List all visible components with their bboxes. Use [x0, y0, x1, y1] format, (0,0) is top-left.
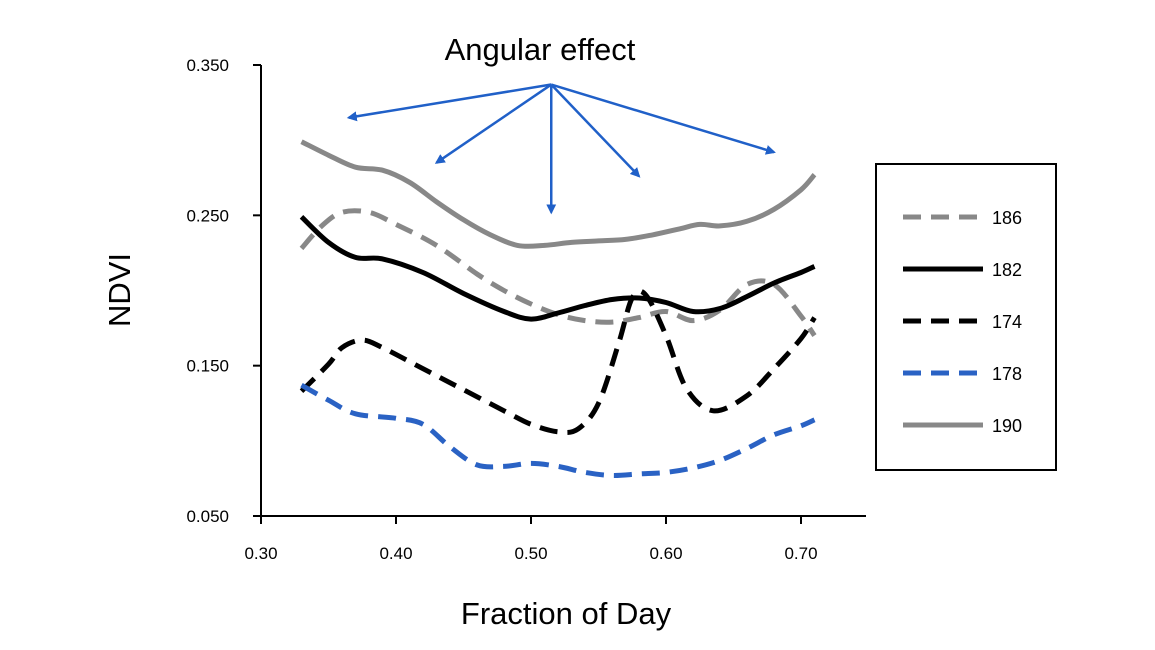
y-tick-label: 0.150 [186, 357, 229, 376]
x-tick-label: 0.40 [379, 544, 412, 563]
legend-label-178: 178 [992, 364, 1022, 384]
x-tick-label: 0.30 [244, 544, 277, 563]
annotation-label: Angular effect [445, 32, 636, 67]
series-line-186 [299, 208, 817, 338]
series-line-182 [299, 214, 816, 322]
x-ticks: 0.30 0.40 0.50 0.60 0.70 [244, 516, 818, 563]
legend-label-174: 174 [992, 312, 1022, 332]
annotation-arrow [434, 83, 552, 164]
y-tick-label: 0.050 [186, 507, 229, 526]
y-tick-label: 0.250 [186, 206, 229, 225]
series-layer [299, 139, 817, 478]
series-line-178 [300, 383, 816, 478]
annotation-arrow [346, 83, 552, 122]
x-tick-label: 0.50 [514, 544, 547, 563]
legend: 186 182 174 178 190 [875, 163, 1057, 471]
series-line-190 [300, 139, 817, 249]
x-axis-title: Fraction of Day [461, 596, 672, 631]
legend-label-186: 186 [992, 208, 1022, 228]
x-tick-label: 0.70 [784, 544, 817, 563]
angular-effect-annotation: Angular effect [346, 32, 776, 215]
x-tick-label: 0.60 [649, 544, 682, 563]
y-axis-title: NDVI [102, 253, 137, 327]
y-tick-label: 0.350 [186, 56, 229, 75]
annotation-arrow [550, 83, 641, 178]
y-ticks: 0.050 0.150 0.250 0.350 [186, 56, 261, 526]
annotation-arrow [550, 83, 776, 155]
legend-label-190: 190 [992, 416, 1022, 436]
axes [260, 65, 866, 517]
legend-label-182: 182 [992, 260, 1022, 280]
series-line-174 [299, 288, 817, 435]
